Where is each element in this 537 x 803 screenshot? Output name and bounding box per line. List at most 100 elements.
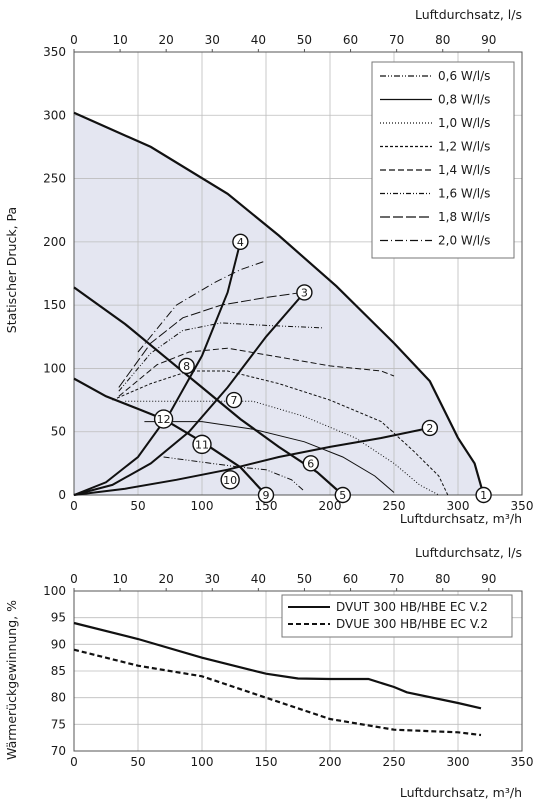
x-tick-label: 50 [130, 499, 145, 513]
x2-tick-label: 70 [389, 33, 404, 47]
x2-tick-label: 80 [435, 572, 450, 586]
x2-tick-label: 70 [389, 572, 404, 586]
operating-point-marker [475, 486, 492, 504]
x-tick-label: 350 [511, 755, 534, 769]
x2-tick-label: 80 [435, 33, 450, 47]
x-tick-label: 0 [70, 755, 78, 769]
x-tick-label: 300 [447, 755, 470, 769]
y-tick-label: 100 [43, 361, 66, 375]
heat-recovery-chart: Luftdurchsatz, l/s Wärmerückgewinnung, %… [4, 545, 533, 800]
x2-tick-label: 60 [343, 33, 358, 47]
operating-point-marker [302, 455, 319, 472]
x2-tick-label: 40 [251, 572, 266, 586]
x-tick-label: 50 [130, 755, 145, 769]
legend-entry: 1,0 W/l/s [438, 116, 490, 130]
operating-point-label: 1 [480, 489, 487, 502]
y-tick-label: 50 [51, 425, 66, 439]
x2-tick-label: 40 [251, 33, 266, 47]
legend-entry: DVUE 300 HB/HBE EC V.2 [336, 617, 488, 631]
operating-point-marker [178, 357, 195, 375]
series-line [118, 322, 324, 392]
x2-tick-label: 50 [297, 33, 312, 47]
x-tick-label: 150 [255, 499, 278, 513]
series-line [118, 292, 302, 388]
x-tick-label: 200 [319, 755, 342, 769]
x2-tick-label: 50 [297, 572, 312, 586]
fan-curve [73, 111, 485, 496]
legend-entry: DVUT 300 HB/HBE EC V.2 [336, 600, 488, 614]
x2-tick-label: 30 [205, 33, 220, 47]
chart2-y-axis-label: Wärmerückgewinnung, % [4, 600, 19, 760]
operating-point-marker [257, 486, 275, 504]
series-line [73, 648, 482, 737]
y-tick-label: 250 [43, 172, 66, 186]
operating-point-label: 7 [231, 394, 238, 407]
legend-entry: 1,2 W/l/s [438, 140, 490, 154]
operating-point-marker [296, 284, 313, 301]
operating-point-marker [421, 419, 439, 437]
operating-point-marker [334, 486, 351, 504]
y-tick-label: 200 [43, 235, 66, 249]
series-line [163, 456, 305, 492]
x-tick-label: 300 [447, 499, 470, 513]
series-line [125, 400, 440, 496]
y-tick-label: 85 [51, 664, 66, 678]
plot-frame [73, 51, 523, 496]
series-line [112, 370, 449, 496]
legend-entry: 1,4 W/l/s [438, 163, 490, 177]
y-tick-label: 100 [43, 584, 66, 598]
x2-tick-label: 20 [159, 572, 174, 586]
x2-tick-label: 10 [112, 33, 127, 47]
x-tick-label: 100 [191, 755, 214, 769]
x2-tick-label: 0 [70, 33, 78, 47]
series-line [144, 421, 395, 493]
chart1-y-axis-label: Statischer Druck, Pa [4, 207, 19, 333]
legend-entry: 0,6 W/l/s [438, 69, 490, 83]
operating-point-label: 4 [237, 236, 244, 249]
x-tick-label: 350 [511, 499, 534, 513]
plot-frame [73, 590, 523, 752]
operating-point-label: 11 [195, 438, 209, 451]
legend-entry: 2,0 W/l/s [438, 234, 490, 248]
y-tick-label: 0 [58, 488, 66, 502]
x-tick-label: 200 [319, 499, 342, 513]
x-tick-label: 250 [383, 755, 406, 769]
x-tick-label: 150 [255, 755, 278, 769]
legend-entry: 1,6 W/l/s [438, 187, 490, 201]
x2-tick-label: 0 [70, 572, 78, 586]
legend-box [371, 61, 515, 259]
y-tick-label: 75 [51, 717, 66, 731]
x2-tick-label: 60 [343, 572, 358, 586]
series-line [73, 621, 482, 710]
operating-point-label: 3 [301, 286, 308, 299]
y-tick-label: 90 [51, 637, 66, 651]
chart1-x-axis-label: Luftdurchsatz, m³/h [400, 511, 522, 526]
operating-point-marker [192, 434, 212, 455]
operating-point-label: 9 [263, 489, 270, 502]
x2-tick-label: 90 [481, 572, 496, 586]
operating-point-marker [153, 409, 174, 429]
legend-entry: 1,8 W/l/s [438, 210, 490, 224]
series-line [118, 347, 395, 397]
y-tick-label: 95 [51, 611, 66, 625]
y-tick-label: 300 [43, 108, 66, 122]
x2-tick-label: 30 [205, 572, 220, 586]
y-tick-label: 70 [51, 744, 66, 758]
x-tick-label: 250 [383, 499, 406, 513]
x2-tick-label: 90 [481, 33, 496, 47]
operating-point-label: 5 [339, 489, 346, 502]
operating-point-marker [225, 391, 243, 409]
system-curve [73, 291, 306, 496]
operating-point-label: 8 [183, 360, 190, 373]
chart2-top-axis-label: Luftdurchsatz, l/s [415, 545, 522, 560]
x-tick-label: 0 [70, 499, 78, 513]
chart2-x-axis-label: Luftdurchsatz, m³/h [400, 785, 522, 800]
y-tick-label: 350 [43, 45, 66, 59]
series-line [137, 260, 267, 353]
pressure-chart: Luftdurchsatz, l/s Statischer Druck, Pa … [4, 7, 533, 526]
operating-point-label: 6 [307, 457, 314, 470]
operating-point-marker [232, 233, 249, 251]
x2-tick-label: 20 [159, 33, 174, 47]
operating-point-marker [220, 470, 240, 490]
